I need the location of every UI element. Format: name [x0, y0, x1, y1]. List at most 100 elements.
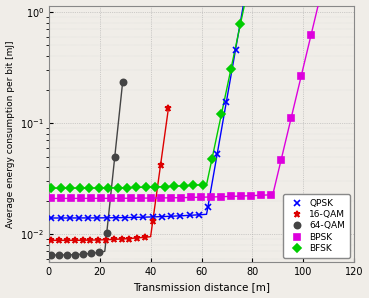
BPSK	[159, 196, 163, 200]
BPSK	[199, 195, 203, 199]
QPSK	[178, 214, 183, 218]
BFSK	[210, 157, 214, 160]
BPSK	[179, 196, 183, 199]
16-QAM	[88, 238, 93, 242]
BPSK	[119, 196, 124, 200]
BFSK	[96, 186, 101, 190]
QPSK	[169, 215, 173, 218]
BFSK	[163, 185, 167, 188]
16-QAM	[65, 239, 69, 242]
QPSK	[86, 216, 90, 220]
BFSK	[87, 186, 92, 190]
BPSK	[49, 197, 54, 200]
16-QAM	[120, 237, 124, 241]
64-QAM	[113, 156, 117, 159]
BPSK	[69, 197, 73, 200]
BPSK	[249, 194, 254, 198]
BFSK	[77, 186, 82, 190]
QPSK	[95, 216, 100, 220]
16-QAM	[73, 239, 77, 242]
BPSK	[279, 158, 283, 162]
16-QAM	[57, 239, 61, 242]
QPSK	[123, 216, 127, 219]
QPSK	[114, 216, 118, 220]
BPSK	[149, 196, 154, 200]
BFSK	[68, 186, 72, 190]
BPSK	[59, 197, 63, 200]
BPSK	[139, 196, 144, 200]
BFSK	[172, 184, 176, 188]
BPSK	[189, 196, 193, 199]
64-QAM	[120, 81, 125, 84]
Line: QPSK: QPSK	[48, 0, 248, 221]
BPSK	[299, 74, 303, 78]
QPSK	[132, 216, 137, 219]
QPSK	[197, 213, 201, 217]
BPSK	[99, 197, 104, 200]
16-QAM	[127, 237, 132, 240]
QPSK	[187, 214, 192, 217]
QPSK	[151, 215, 155, 219]
Line: 16-QAM: 16-QAM	[48, 105, 172, 244]
QPSK	[104, 216, 109, 220]
Line: BPSK: BPSK	[49, 0, 324, 201]
BPSK	[79, 197, 83, 200]
BFSK	[182, 184, 186, 187]
BPSK	[289, 116, 293, 120]
QPSK	[77, 216, 81, 220]
BPSK	[229, 195, 234, 198]
16-QAM	[111, 238, 116, 241]
64-QAM	[81, 252, 85, 256]
64-QAM	[104, 231, 109, 234]
BFSK	[219, 112, 224, 116]
BPSK	[129, 196, 134, 200]
Line: 64-QAM: 64-QAM	[48, 79, 126, 258]
BFSK	[106, 186, 110, 190]
QPSK	[58, 216, 63, 220]
64-QAM	[89, 252, 93, 255]
QPSK	[141, 215, 146, 219]
QPSK	[206, 205, 210, 209]
BFSK	[115, 186, 120, 190]
BFSK	[49, 186, 54, 190]
Legend: QPSK, 16-QAM, 64-QAM, BPSK, BFSK: QPSK, 16-QAM, 64-QAM, BPSK, BFSK	[283, 195, 350, 257]
BPSK	[309, 33, 313, 36]
Line: BFSK: BFSK	[49, 0, 253, 191]
QPSK	[68, 216, 72, 220]
BPSK	[109, 197, 114, 200]
BFSK	[229, 67, 233, 71]
QPSK	[215, 153, 219, 156]
16-QAM	[49, 239, 54, 242]
Y-axis label: Average energy consumption per bit [mJ]: Average energy consumption per bit [mJ]	[6, 41, 14, 228]
BPSK	[259, 193, 263, 197]
BFSK	[59, 186, 63, 190]
BFSK	[191, 184, 195, 187]
X-axis label: Transmission distance [m]: Transmission distance [m]	[133, 283, 270, 292]
64-QAM	[49, 253, 54, 257]
64-QAM	[73, 253, 77, 256]
BPSK	[169, 196, 173, 200]
QPSK	[233, 48, 238, 51]
BFSK	[134, 186, 139, 189]
BFSK	[200, 183, 205, 187]
BFSK	[144, 185, 148, 189]
64-QAM	[97, 251, 101, 254]
64-QAM	[65, 253, 69, 257]
BFSK	[153, 185, 158, 189]
BFSK	[238, 22, 242, 26]
16-QAM	[96, 238, 100, 242]
BPSK	[209, 195, 213, 199]
16-QAM	[158, 163, 163, 166]
64-QAM	[57, 253, 62, 257]
16-QAM	[104, 238, 108, 241]
BPSK	[89, 197, 93, 200]
16-QAM	[166, 107, 170, 110]
QPSK	[224, 100, 228, 104]
16-QAM	[143, 235, 147, 239]
BPSK	[239, 194, 244, 198]
BPSK	[219, 195, 223, 198]
16-QAM	[80, 238, 85, 242]
16-QAM	[135, 236, 139, 240]
QPSK	[160, 215, 164, 218]
BFSK	[125, 186, 129, 190]
